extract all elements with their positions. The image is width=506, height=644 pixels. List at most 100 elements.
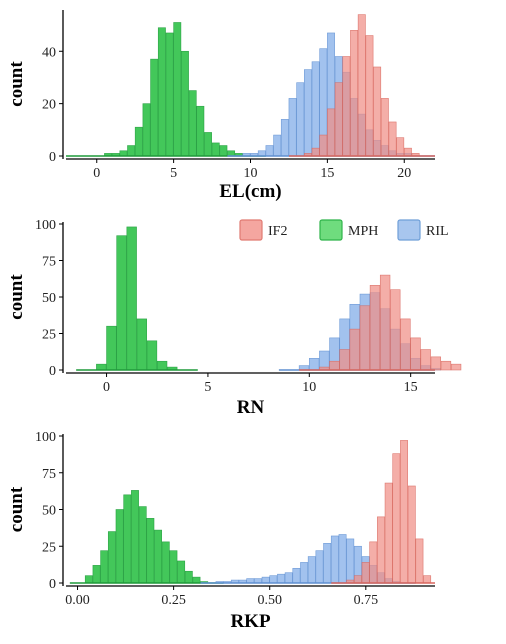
histogram-bar-mph <box>196 105 205 157</box>
legend-swatch-if2 <box>239 219 263 241</box>
plot-area <box>66 14 435 157</box>
histogram-bar-if2 <box>365 35 374 157</box>
x-tick-label: 0 <box>93 166 100 181</box>
chart-legend: IF2 MPH RIL <box>239 219 449 241</box>
histogram-bar-if2 <box>410 337 421 371</box>
rkp-histogram-panel: 0.00 0.25 0.50 0.75 0 25 50 75 100 RKP count <box>6 430 435 632</box>
histogram-bar-if2 <box>392 453 401 584</box>
histogram-bar-if2 <box>327 108 335 157</box>
histogram-bar-mph <box>150 58 159 157</box>
y-tick-label: 75 <box>42 255 56 270</box>
histogram-bar-mph <box>134 126 143 157</box>
histogram-bar-if2 <box>430 356 441 371</box>
histogram-bar-if2 <box>400 440 409 584</box>
histogram-bar-mph <box>169 550 178 584</box>
x-tick-label: 0 <box>103 380 110 395</box>
x-tick-label: 10 <box>244 166 258 181</box>
x-tick-label: 0.00 <box>65 593 90 608</box>
histogram-bar-if2 <box>420 349 431 371</box>
histogram-bar-if2 <box>369 285 381 371</box>
histogram-bar-if2 <box>450 363 462 371</box>
rn-histogram-panel: 0 5 10 15 0 25 50 75 100 RN count <box>6 218 462 418</box>
y-axis-title: count <box>6 61 27 107</box>
histogram-bar-mph <box>126 226 137 371</box>
histogram-bar-mph <box>107 531 116 584</box>
histogram-bar-mph <box>188 90 197 157</box>
histogram-bar-mph <box>181 50 189 157</box>
histogram-bar-if2 <box>342 56 351 157</box>
histogram-bar-mph <box>154 529 163 584</box>
histogram-bar-if2 <box>350 30 359 157</box>
histogram-bar-ril <box>280 119 289 157</box>
y-axis-title: count <box>6 274 27 320</box>
x-tick-label: 10 <box>302 380 316 395</box>
histogram-bar-ril <box>265 145 274 157</box>
plot-area <box>69 440 435 584</box>
x-axis-title: RN <box>237 397 265 418</box>
histogram-bar-if2 <box>400 318 411 371</box>
y-tick-label: 50 <box>42 504 56 519</box>
histogram-bar-mph <box>136 318 148 371</box>
histogram-bar-ril <box>323 543 332 584</box>
histogram-bar-mph <box>84 575 93 584</box>
plot-area <box>76 226 462 371</box>
x-tick-label: 0.25 <box>161 593 186 608</box>
x-tick-label: 0.50 <box>257 593 282 608</box>
histogram-bar-mph <box>165 32 174 157</box>
histogram-bar-ril <box>261 576 270 584</box>
histogram-bar-ril <box>269 575 278 584</box>
histogram-bar-ril <box>296 82 305 157</box>
histogram-bar-if2 <box>373 66 382 157</box>
histogram-bar-mph <box>127 145 136 157</box>
histogram-bar-if2 <box>361 562 370 584</box>
histogram-bar-if2 <box>415 538 424 584</box>
histogram-bar-mph <box>184 570 193 584</box>
histogram-bar-if2 <box>388 121 397 157</box>
y-tick-label: 50 <box>42 291 56 306</box>
y-tick-label: 0 <box>49 577 56 592</box>
y-tick-label: 25 <box>42 540 56 555</box>
histogram-bar-if2 <box>377 516 385 584</box>
histogram-bar-mph <box>138 506 147 584</box>
legend-label-mph: MPH <box>348 224 378 239</box>
histogram-bar-if2 <box>349 328 360 371</box>
histogram-bar-if2 <box>339 349 350 371</box>
histogram-bar-ril <box>273 134 282 157</box>
histogram-bar-mph <box>100 550 109 584</box>
histogram-bar-ril <box>277 573 286 584</box>
histogram-bar-ril <box>300 562 309 584</box>
x-tick-label: 5 <box>204 380 211 395</box>
histogram-bar-ril <box>330 535 339 584</box>
x-axis-title: EL(cm) <box>219 181 281 202</box>
histogram-bar-mph <box>192 576 201 584</box>
y-tick-label: 0 <box>49 364 56 379</box>
histogram-bar-if2 <box>334 82 343 157</box>
histogram-bar-mph <box>92 565 101 584</box>
histogram-bar-if2 <box>403 147 412 157</box>
histogram-bar-mph <box>227 150 236 157</box>
histogram-bar-if2 <box>311 147 320 157</box>
histogram-bar-mph <box>115 509 124 584</box>
x-tick-label: 15 <box>404 380 418 395</box>
x-tick-label: 20 <box>397 166 411 181</box>
histogram-bar-ril <box>257 150 266 157</box>
legend-label-ril: RIL <box>426 224 449 239</box>
histogram-bar-if2 <box>369 541 378 584</box>
histogram-bar-if2 <box>423 575 432 584</box>
histogram-bar-ril <box>292 567 301 584</box>
histogram-bar-mph <box>142 103 151 157</box>
y-tick-label: 100 <box>35 218 56 233</box>
x-axis-title: RKP <box>230 611 271 632</box>
legend-swatch-mph <box>319 219 343 241</box>
histogram-bar-ril <box>311 61 320 157</box>
histogram-bar-if2 <box>384 482 393 584</box>
y-tick-label: 100 <box>35 430 56 445</box>
histogram-bar-if2 <box>390 289 401 371</box>
histogram-bar-mph <box>106 325 117 371</box>
histogram-bar-if2 <box>380 98 389 157</box>
histogram-bar-if2 <box>319 134 328 157</box>
legend-swatch-ril <box>397 219 421 241</box>
legend-label-if2: IF2 <box>268 224 287 239</box>
histogram-bar-if2 <box>353 575 362 584</box>
